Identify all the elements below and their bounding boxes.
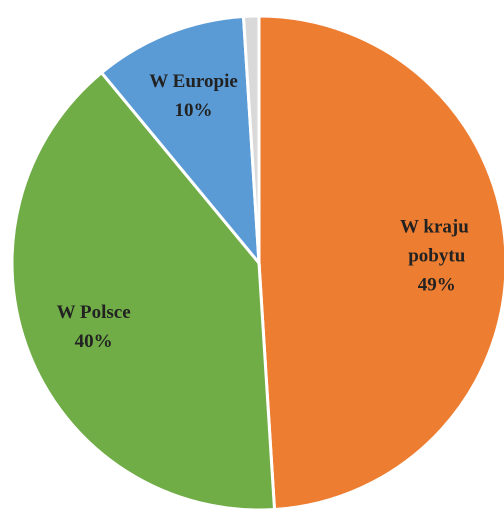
data-label-line: 49%	[418, 275, 456, 296]
pie-slice	[99, 14, 261, 268]
data-label: W Polsce	[57, 302, 131, 323]
data-label-line: W kraju	[400, 217, 474, 238]
data-label-line: pobytu	[408, 246, 465, 267]
pie-slice	[257, 14, 504, 510]
data-label-line: W Polsce	[57, 302, 131, 323]
pie-slice	[10, 70, 277, 510]
data-label: 40%	[75, 331, 113, 352]
data-label: 49%	[418, 275, 456, 296]
data-label: W kraju pobytu	[400, 217, 474, 267]
pie-slice	[241, 14, 261, 264]
data-label: W Europie	[149, 72, 238, 93]
data-label-line: 10%	[175, 101, 213, 122]
data-label-line: 40%	[75, 331, 113, 352]
data-label: 10%	[175, 101, 213, 122]
data-label-line: W Europie	[149, 72, 238, 93]
